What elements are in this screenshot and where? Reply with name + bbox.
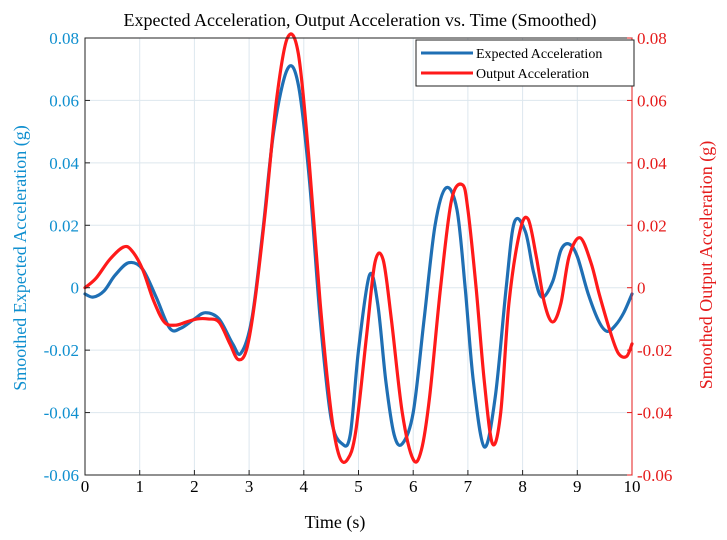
chart-title: Expected Acceleration, Output Accelerati…: [124, 10, 597, 31]
right-y-tick-label: 0.02: [637, 216, 667, 235]
x-axis-label: Time (s): [305, 512, 366, 533]
right-y-tick-label: -0.02: [637, 341, 672, 360]
right-y-tick-label: 0.04: [637, 154, 667, 173]
x-tick-label: 0: [81, 477, 90, 496]
x-tick-label: 1: [135, 477, 144, 496]
x-tick-label: 9: [573, 477, 582, 496]
right-y-tick-label: 0: [637, 279, 646, 298]
legend: Expected Acceleration Output Acceleratio…: [415, 39, 635, 87]
right-y-tick-label: 0.08: [637, 29, 667, 48]
left-y-axis: 0.08 0.06 0.04 0.02 0 -0.02 -0.04 -0.06: [44, 29, 90, 485]
left-y-tick-label: 0.08: [49, 29, 79, 48]
left-y-tick-label: -0.02: [44, 341, 79, 360]
right-y-axis: 0.08 0.06 0.04 0.02 0 -0.02 -0.04 -0.06: [627, 29, 673, 485]
x-tick-label: 5: [354, 477, 363, 496]
left-y-tick-label: 0.02: [49, 216, 79, 235]
x-tick-label: 6: [409, 477, 418, 496]
x-tick-label: 2: [190, 477, 199, 496]
left-y-tick-label: 0.04: [49, 154, 79, 173]
legend-label-output: Output Acceleration: [476, 67, 589, 82]
right-y-tick-label: 0.06: [637, 91, 667, 110]
legend-box: [415, 39, 635, 87]
plot-area: [83, 32, 634, 464]
left-y-tick-label: -0.04: [44, 404, 80, 423]
x-axis: 0 1 2 3 4 5 6 7 8 9 10: [81, 470, 641, 496]
x-tick-label: 4: [300, 477, 309, 496]
left-y-tick-label: 0.06: [49, 91, 79, 110]
left-y-tick-label: 0: [71, 279, 80, 298]
x-tick-label: 7: [464, 477, 473, 496]
series-line-expected-acceleration: [83, 64, 634, 449]
series-line-output-acceleration: [83, 32, 634, 464]
left-y-axis-label: Smoothed Expected Acceleration (g): [10, 125, 31, 390]
x-tick-label: 10: [624, 477, 641, 496]
left-y-tick-label: -0.06: [44, 466, 79, 485]
right-y-tick-label: -0.06: [637, 466, 672, 485]
right-y-tick-label: -0.04: [637, 404, 673, 423]
x-tick-label: 3: [245, 477, 254, 496]
right-y-axis-label: Smoothed Output Acceleration (g): [696, 141, 717, 389]
legend-label-expected: Expected Acceleration: [476, 47, 602, 62]
x-tick-label: 8: [518, 477, 527, 496]
